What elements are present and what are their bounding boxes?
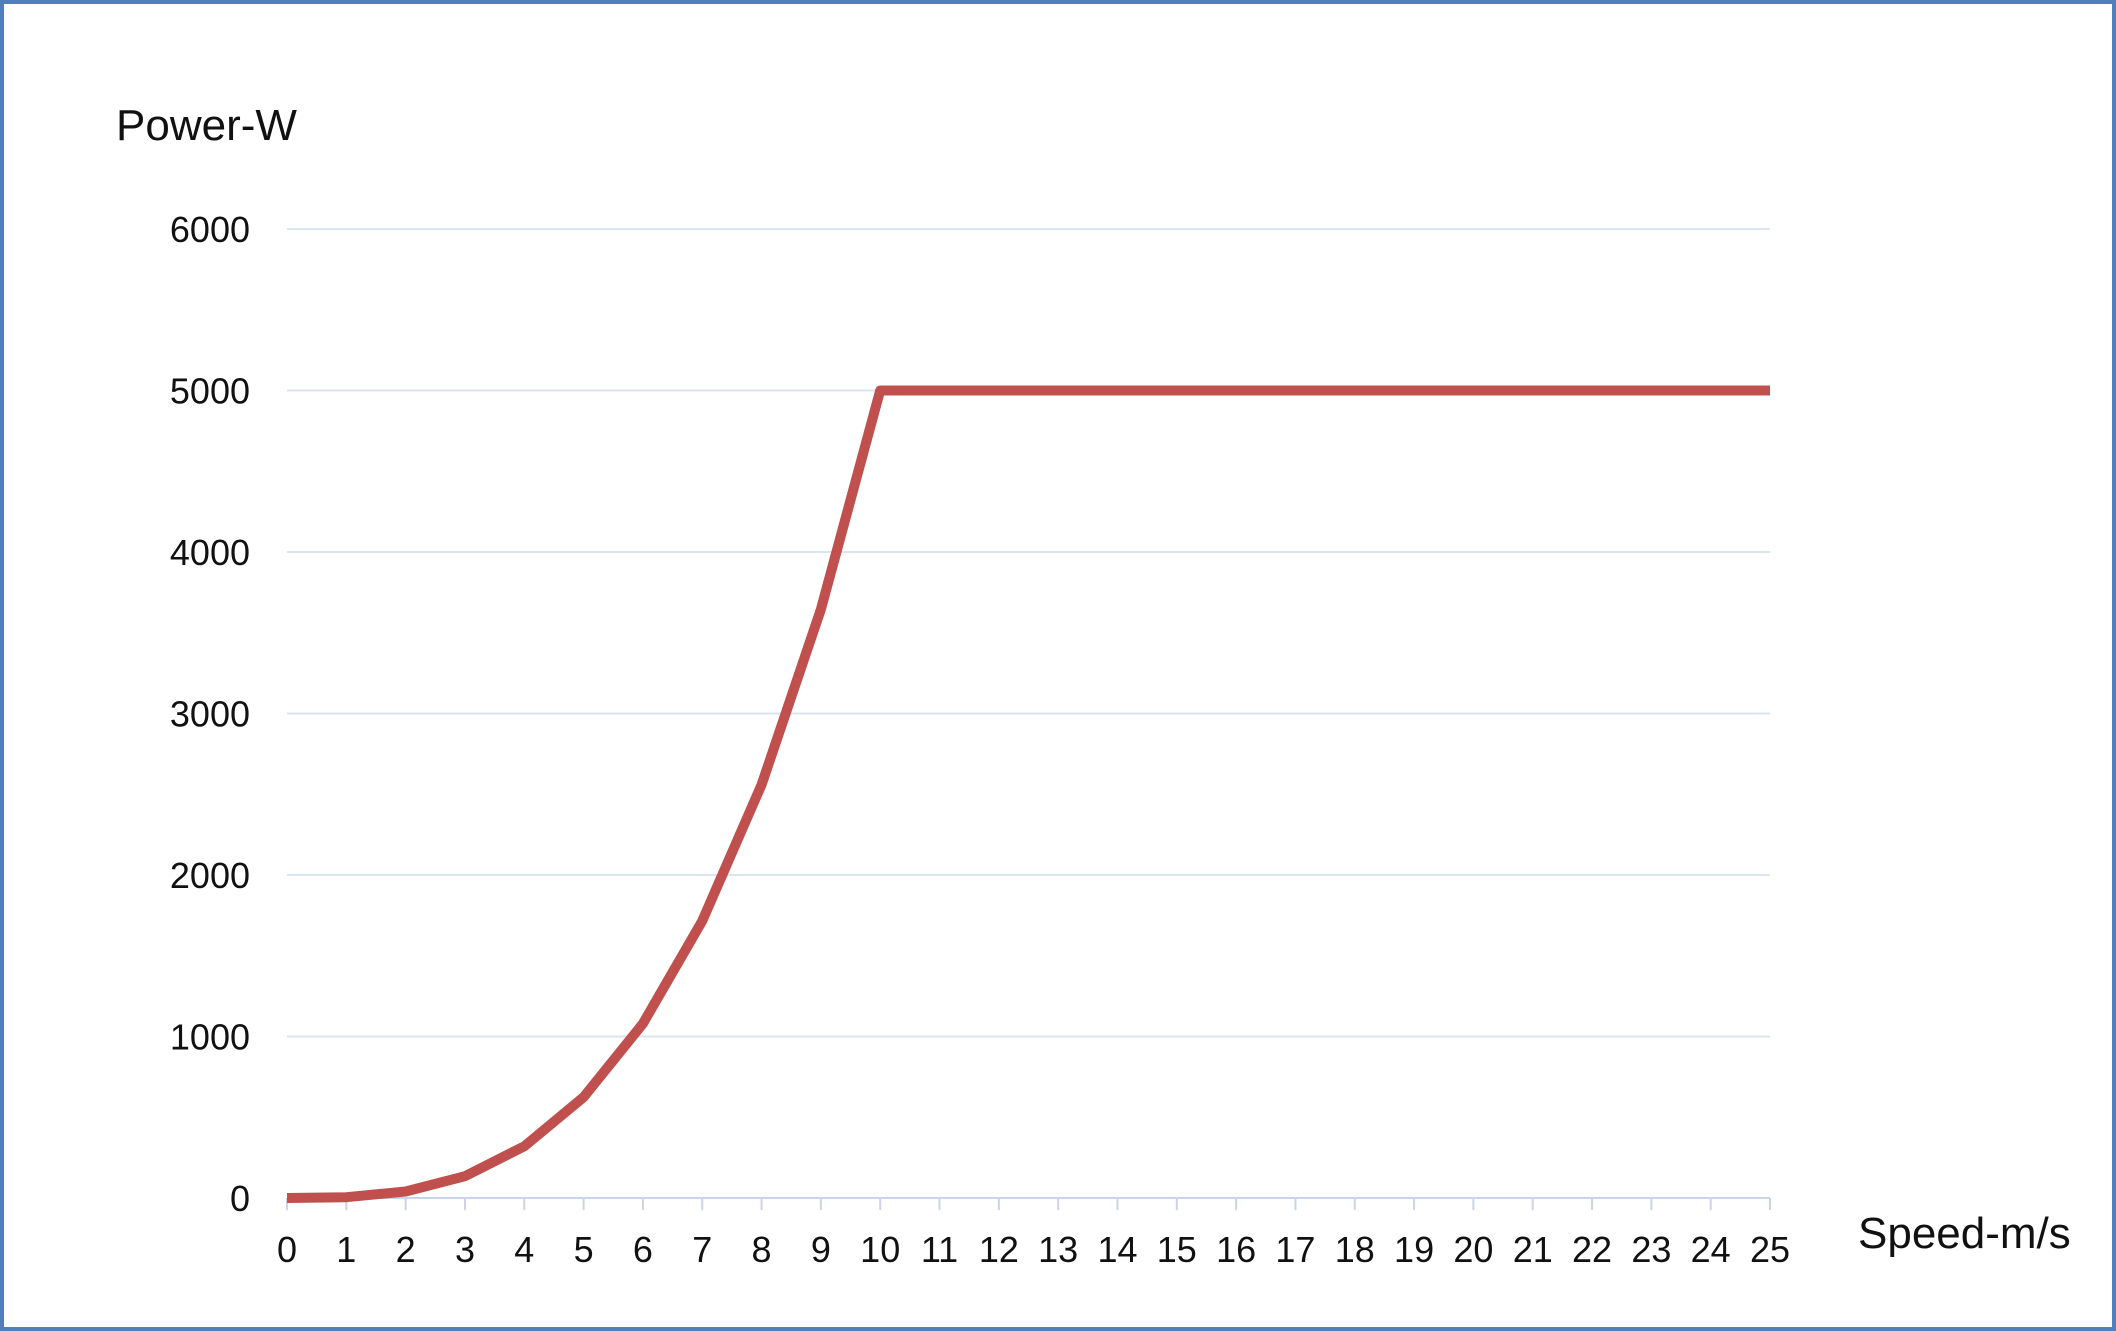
x-axis bbox=[286, 1197, 1771, 1210]
x-tick-12: 12 bbox=[979, 1229, 1019, 1270]
x-tick-17: 17 bbox=[1275, 1229, 1315, 1270]
x-tick-4: 4 bbox=[514, 1229, 534, 1270]
x-tick-14: 14 bbox=[1097, 1229, 1137, 1270]
x-tick-13: 13 bbox=[1038, 1229, 1078, 1270]
x-tick-0: 0 bbox=[277, 1229, 297, 1270]
x-axis-title: Speed-m/s bbox=[1858, 1209, 2071, 1258]
x-tick-2: 2 bbox=[396, 1229, 416, 1270]
x-tick-19: 19 bbox=[1394, 1229, 1434, 1270]
x-tick-18: 18 bbox=[1335, 1229, 1375, 1270]
y-tick-2000: 2000 bbox=[170, 855, 250, 896]
y-tick-labels: 0 1000 2000 3000 4000 5000 6000 bbox=[170, 209, 250, 1219]
x-tick-3: 3 bbox=[455, 1229, 475, 1270]
x-tick-20: 20 bbox=[1453, 1229, 1493, 1270]
series-layer bbox=[286, 385, 1770, 1203]
y-tick-5000: 5000 bbox=[170, 371, 250, 412]
x-tick-21: 21 bbox=[1513, 1229, 1553, 1270]
gridlines bbox=[287, 228, 1770, 1038]
y-axis-title: Power-W bbox=[116, 101, 297, 150]
y-tick-6000: 6000 bbox=[170, 209, 250, 250]
x-tick-16: 16 bbox=[1216, 1229, 1256, 1270]
x-tick-8: 8 bbox=[752, 1229, 772, 1270]
x-tick-9: 9 bbox=[811, 1229, 831, 1270]
x-tick-6: 6 bbox=[633, 1229, 653, 1270]
x-tick-labels: 0 1 2 3 4 5 6 7 8 9 10 11 12 13 14 15 16 17 18 19 20 21 22 23 24… bbox=[277, 1229, 1790, 1270]
series-line-0 bbox=[286, 385, 1770, 1203]
y-tick-4000: 4000 bbox=[170, 532, 250, 573]
x-tick-7: 7 bbox=[692, 1229, 712, 1270]
x-tick-23: 23 bbox=[1631, 1229, 1671, 1270]
x-tick-15: 15 bbox=[1157, 1229, 1197, 1270]
x-tick-25: 25 bbox=[1750, 1229, 1790, 1270]
y-tick-0: 0 bbox=[230, 1178, 250, 1219]
x-tick-11: 11 bbox=[921, 1229, 958, 1270]
y-tick-1000: 1000 bbox=[170, 1017, 250, 1058]
x-tick-24: 24 bbox=[1691, 1229, 1731, 1270]
x-tick-1: 1 bbox=[336, 1229, 356, 1270]
y-tick-3000: 3000 bbox=[170, 694, 250, 735]
x-tick-5: 5 bbox=[574, 1229, 594, 1270]
x-tick-10: 10 bbox=[860, 1229, 900, 1270]
x-tick-22: 22 bbox=[1572, 1229, 1612, 1270]
